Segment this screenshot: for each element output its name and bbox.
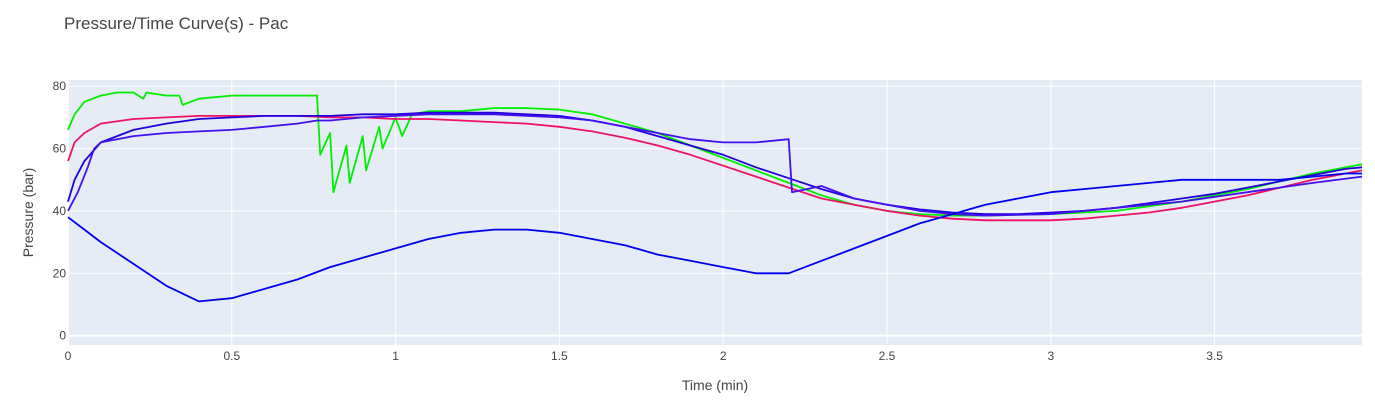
plot-area bbox=[68, 80, 1362, 345]
y-tick-label: 40 bbox=[53, 204, 67, 218]
y-axis-ticks: 0 20 40 60 80 bbox=[53, 79, 67, 342]
grid-lines bbox=[68, 80, 1362, 345]
y-tick-label: 60 bbox=[53, 142, 67, 156]
x-axis-ticks: 0 0.5 1 1.5 2 2.5 3 3.5 bbox=[65, 349, 1224, 363]
series-line-5 bbox=[67, 172, 1362, 303]
x-tick-label: 0 bbox=[65, 349, 72, 363]
series-line-2 bbox=[67, 115, 1363, 222]
y-tick-label: 0 bbox=[59, 329, 66, 343]
x-tick-label: 1 bbox=[392, 349, 399, 363]
x-tick-label: 0.5 bbox=[223, 349, 240, 363]
x-tick-label: 2 bbox=[720, 349, 727, 363]
y-tick-label: 20 bbox=[53, 266, 67, 280]
x-tick-label: 1.5 bbox=[551, 349, 568, 363]
x-tick-label: 3.5 bbox=[1206, 349, 1223, 363]
y-tick-label: 80 bbox=[53, 79, 67, 93]
zero-line bbox=[67, 80, 1362, 345]
x-axis-label: Time (min) bbox=[682, 377, 748, 393]
series-line-3 bbox=[67, 111, 1363, 216]
series-layer bbox=[67, 91, 1363, 303]
chart-title: Pressure/Time Curve(s) - Pac bbox=[64, 14, 289, 33]
series-line-4 bbox=[67, 113, 1363, 217]
y-axis-label: Pressure (bar) bbox=[20, 168, 36, 257]
x-tick-label: 2.5 bbox=[879, 349, 896, 363]
x-tick-label: 3 bbox=[1047, 349, 1054, 363]
